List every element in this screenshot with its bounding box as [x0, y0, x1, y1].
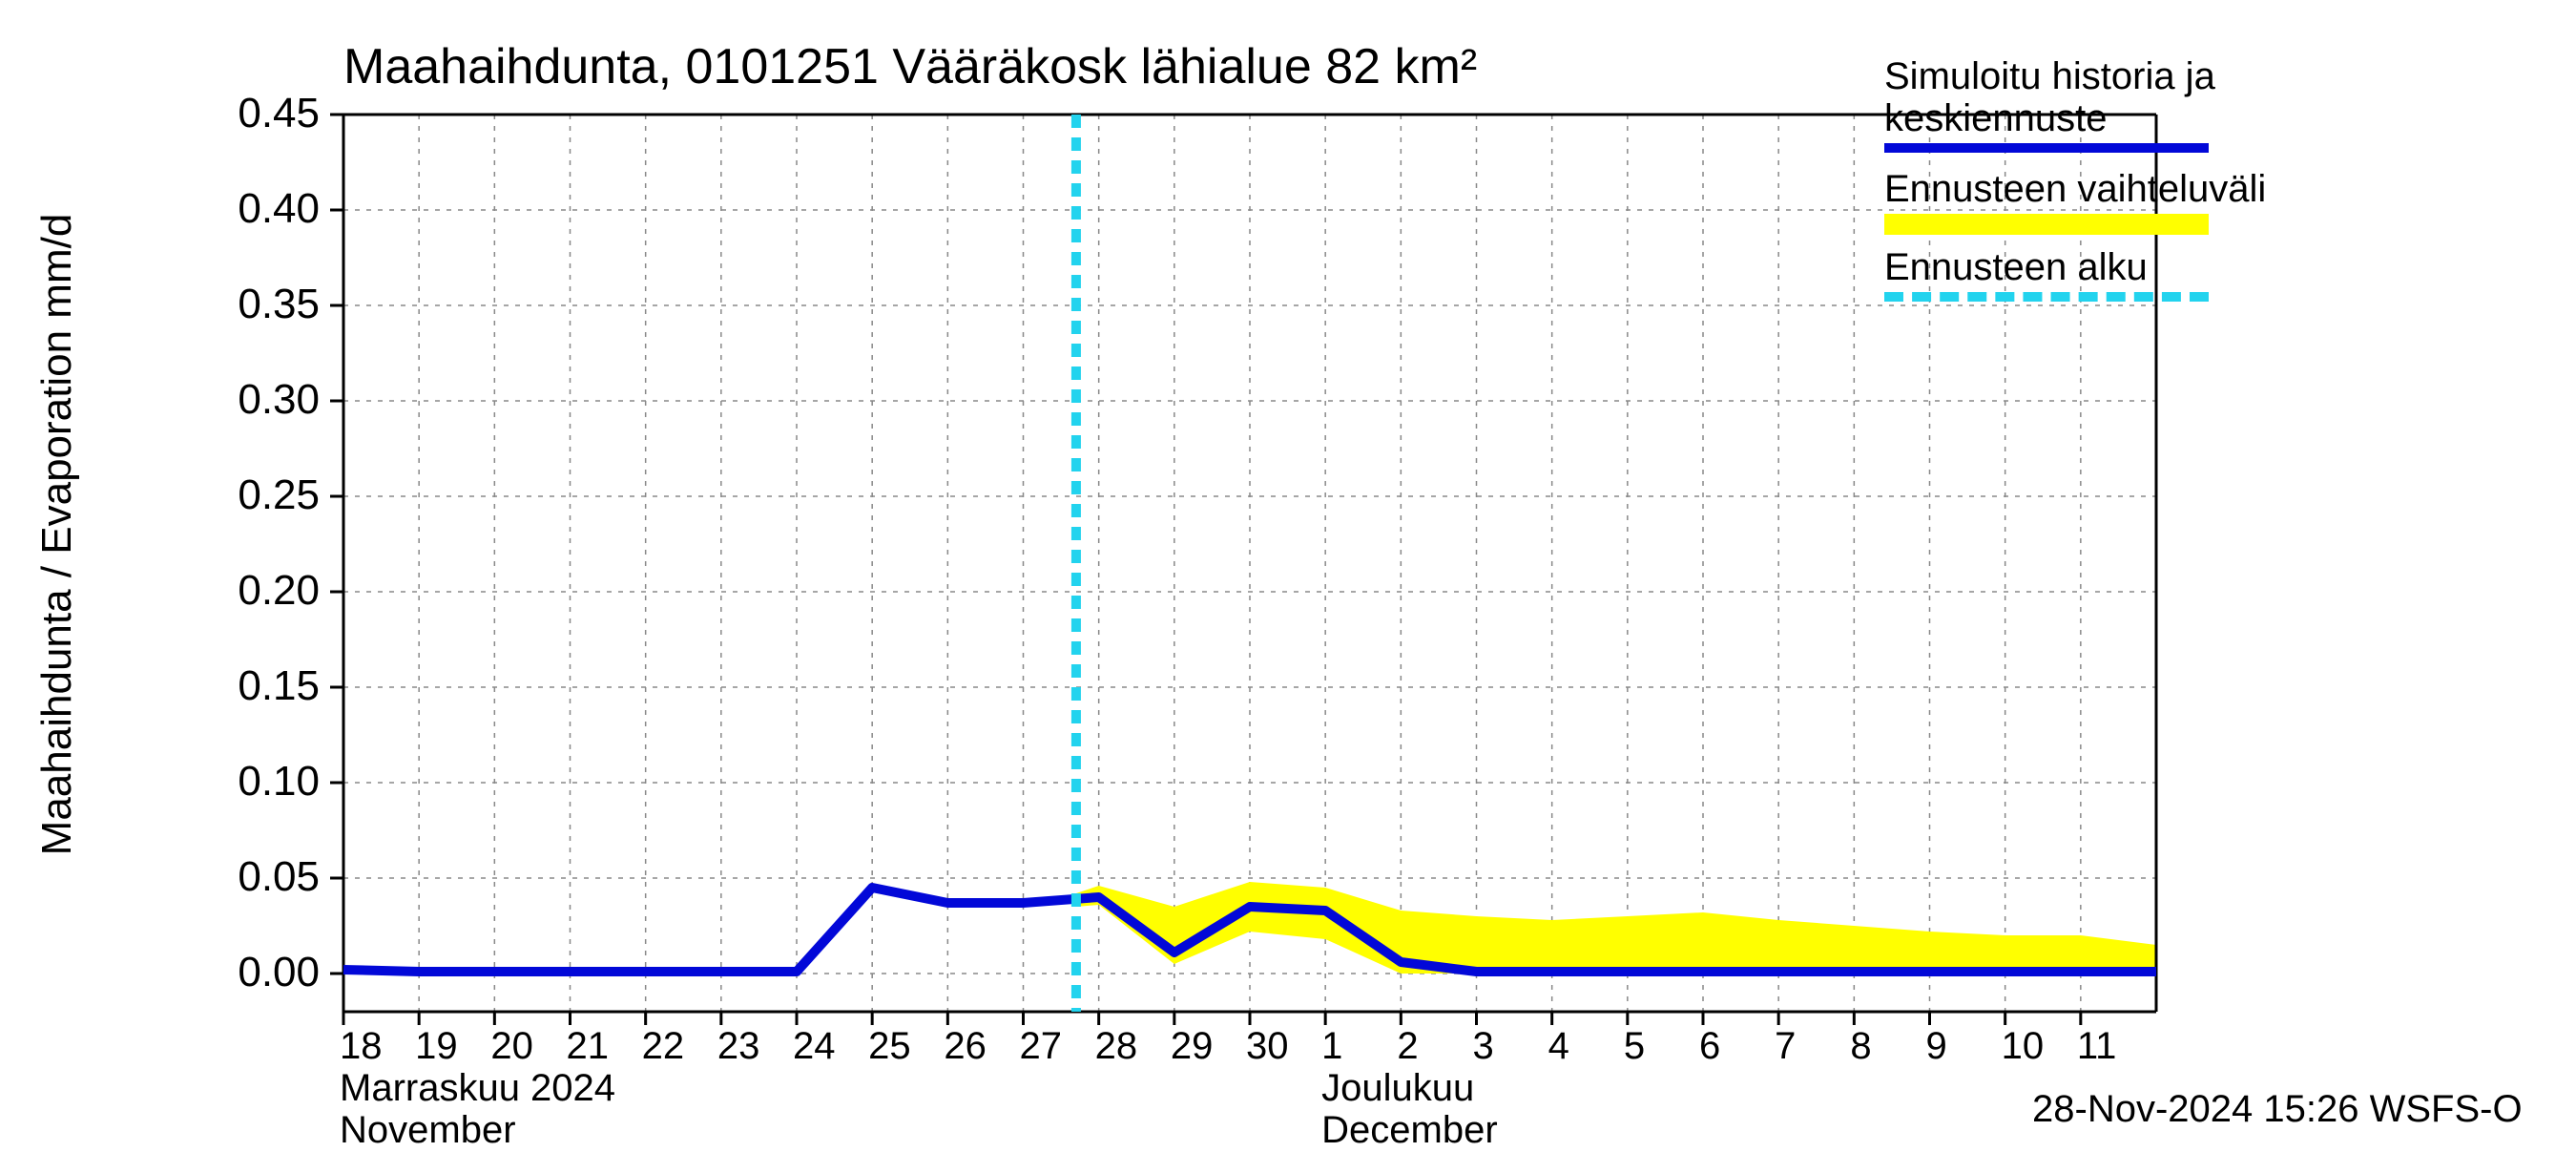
x-tick-label: 21 [567, 1025, 610, 1068]
footer-timestamp: 28-Nov-2024 15:26 WSFS-O [2032, 1088, 2523, 1131]
x-tick-label: 18 [340, 1025, 383, 1068]
legend-swatch-band [1884, 214, 2209, 235]
legend-entry-1b: keskiennuste [1884, 97, 2107, 140]
y-tick-label: 0.05 [205, 853, 320, 901]
month-right-bottom: December [1321, 1109, 1498, 1152]
legend-entry-3: Ennusteen alku [1884, 246, 2148, 289]
y-tick-label: 0.10 [205, 758, 320, 806]
x-tick-label: 3 [1473, 1025, 1494, 1068]
x-tick-label: 26 [944, 1025, 987, 1068]
x-tick-label: 19 [415, 1025, 458, 1068]
chart-container: Maahaihdunta / Evaporation mm/d Maahaihd… [0, 0, 2576, 1145]
y-tick-label: 0.25 [205, 471, 320, 519]
month-left-bottom: November [340, 1109, 516, 1152]
x-tick-label: 2 [1397, 1025, 1418, 1068]
x-tick-label: 10 [2002, 1025, 2045, 1068]
x-tick-label: 9 [1926, 1025, 1947, 1068]
x-tick-label: 24 [793, 1025, 836, 1068]
x-tick-label: 23 [717, 1025, 760, 1068]
x-tick-label: 20 [490, 1025, 533, 1068]
x-tick-label: 25 [868, 1025, 911, 1068]
month-left-top: Marraskuu 2024 [340, 1067, 615, 1110]
y-tick-label: 0.30 [205, 376, 320, 424]
x-tick-label: 28 [1095, 1025, 1138, 1068]
y-tick-label: 0.35 [205, 281, 320, 328]
month-right-top: Joulukuu [1321, 1067, 1474, 1110]
x-tick-label: 8 [1850, 1025, 1871, 1068]
y-tick-label: 0.00 [205, 949, 320, 996]
y-tick-label: 0.45 [205, 90, 320, 137]
x-tick-label: 29 [1171, 1025, 1214, 1068]
x-tick-label: 22 [642, 1025, 685, 1068]
y-tick-label: 0.20 [205, 567, 320, 615]
x-tick-label: 11 [2077, 1025, 2117, 1068]
x-tick-label: 6 [1699, 1025, 1720, 1068]
x-tick-label: 4 [1548, 1025, 1569, 1068]
x-tick-label: 27 [1020, 1025, 1063, 1068]
y-tick-label: 0.15 [205, 662, 320, 710]
x-tick-label: 1 [1321, 1025, 1342, 1068]
legend-entry-2: Ennusteen vaihteluväli [1884, 168, 2266, 211]
legend-entry-1a: Simuloitu historia ja [1884, 55, 2215, 98]
x-tick-label: 30 [1246, 1025, 1289, 1068]
legend-swatch-dash [1884, 292, 2209, 302]
x-tick-label: 5 [1624, 1025, 1645, 1068]
legend-swatch-line [1884, 143, 2209, 153]
y-tick-label: 0.40 [205, 185, 320, 233]
x-tick-label: 7 [1775, 1025, 1796, 1068]
